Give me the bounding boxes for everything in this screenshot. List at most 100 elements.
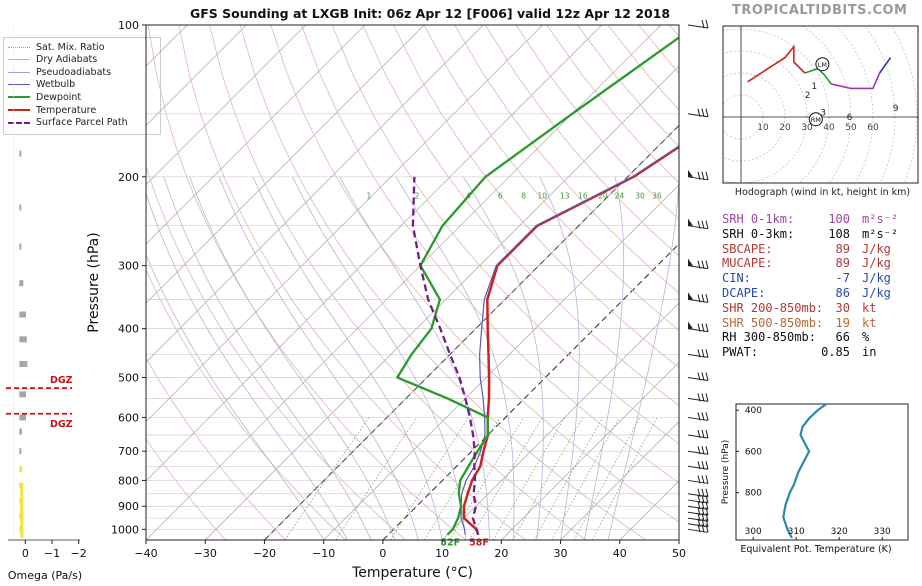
wind-barb (687, 524, 709, 533)
omega-bar (19, 280, 24, 287)
legend-label: Sat. Mix. Ratio (36, 41, 105, 53)
omega-bar (19, 391, 26, 398)
mixing-ratio-line (424, 417, 501, 540)
x-tick-label: 30 (554, 547, 568, 560)
param-unit: m²s⁻² (862, 212, 899, 226)
isotherm (0, 25, 69, 540)
hodo-ring-label: 30 (801, 123, 813, 133)
omega-bar-surface (20, 493, 24, 499)
pseudoadiabat (252, 176, 443, 540)
theta-e-x-tick-label: 320 (831, 527, 848, 537)
isotherm (146, 25, 543, 422)
param-value: -7 (835, 271, 850, 286)
surface-dewpoint-label: 52F (440, 538, 460, 549)
omega-bar-surface (20, 523, 24, 529)
pseudoadiabat (539, 176, 580, 540)
omega-bar (19, 204, 22, 211)
wind-barb (687, 321, 709, 333)
omega-bar (19, 243, 22, 250)
omega-bar-surface (20, 529, 24, 535)
mixing-ratio-line (493, 417, 566, 540)
mixing-ratio-label: 30 (635, 191, 645, 200)
dgz-label: DGZ (50, 375, 73, 386)
wind-barb (687, 349, 709, 358)
wind-barb (687, 461, 709, 470)
legend-item: Wetbulb (8, 79, 75, 91)
mixing-ratio-line (469, 417, 543, 540)
param-label: CIN: (722, 271, 751, 286)
y-tick-label: 900 (118, 500, 139, 513)
mixing-ratio-label: 6 (498, 191, 503, 200)
legend-swatch (8, 121, 30, 124)
x-tick-label: 0 (379, 547, 386, 560)
legend-item: Surface Parcel Path (8, 117, 128, 129)
surface-temperature-label: 58F (469, 538, 489, 549)
isotherm (560, 421, 679, 540)
highlight-isotherm (264, 124, 679, 540)
omega-bar-surface (20, 526, 24, 532)
param-value: 100 (828, 212, 850, 226)
isotherm (146, 25, 662, 540)
isotherm (0, 25, 10, 540)
theta-e-x-label: Equivalent Pot. Temperature (K) (740, 544, 891, 555)
param-value: 86 (835, 286, 850, 300)
dry-adiabat (147, 25, 466, 540)
pseudoadiabat (189, 176, 396, 540)
omega-bar (19, 466, 22, 473)
pseudoadiabat (463, 176, 544, 540)
param-row: SHR 200-850mb: 30 kt (722, 301, 918, 315)
param-value: 19 (835, 315, 850, 330)
theta-e-y-tick-label: 400 (745, 406, 762, 416)
pseudoadiabat (218, 176, 419, 540)
series-surface-parcel-path (411, 176, 480, 536)
omega-bar-surface (20, 520, 24, 526)
legend-item: Dewpoint (8, 91, 81, 103)
dry-adiabat (362, 25, 679, 407)
legend-item: Temperature (8, 104, 96, 116)
omega-bar (19, 448, 22, 455)
omega-tick-label: 0 (22, 547, 29, 560)
isotherm (0, 25, 128, 540)
wind-barb (687, 218, 709, 230)
mixing-ratio-line (335, 417, 418, 540)
series-dewpoint (396, 36, 679, 536)
isotherm (205, 65, 679, 540)
param-label: SRH 0-1km: (722, 212, 795, 226)
mixing-ratio-label: 8 (521, 191, 526, 200)
param-label: PWAT: (722, 345, 759, 360)
param-row: PWAT: 0.85 in (722, 345, 918, 359)
y-tick-label: 1000 (111, 523, 139, 536)
param-unit: J/kg (862, 286, 891, 300)
pseudoadiabat (395, 176, 515, 540)
hodo-height-label: 2 (805, 91, 811, 101)
mixing-ratio-line (591, 417, 658, 540)
y-tick-label: 400 (118, 323, 139, 336)
pseudoadiabat (163, 176, 372, 540)
isotherm (441, 302, 679, 540)
omega-bar (19, 360, 28, 367)
mixing-ratio-line (573, 417, 641, 540)
dry-adiabat (270, 25, 679, 523)
wind-barb (687, 292, 709, 303)
hodo-height-label: 9 (893, 104, 899, 114)
dry-adiabat (239, 25, 647, 540)
x-axis-label: Temperature (°C) (351, 565, 473, 581)
mixing-ratio-label: 20 (598, 191, 608, 200)
storm-motion-label: LM (818, 61, 827, 69)
hodo-ring-label: 60 (867, 123, 879, 133)
param-value: 89 (835, 241, 850, 256)
y-tick-label: 600 (118, 411, 139, 424)
param-label: SHR 200-850mb: (722, 300, 824, 315)
dry-adiabat (146, 164, 406, 540)
isotherm (146, 25, 247, 126)
dry-adiabat (454, 25, 679, 294)
wind-barb (687, 446, 709, 455)
legend-item: Dry Adiabats (8, 54, 97, 66)
theta-e-y-tick-label: 600 (745, 447, 762, 457)
skewt-plot-area: 1 2 4 6 8 10 13 16 20 24 30 36 (0, 25, 679, 540)
x-tick-label: 50 (672, 547, 686, 560)
dry-adiabat (146, 357, 286, 540)
param-row: DCAPE: 86 J/kg (722, 286, 918, 300)
storm-motion-marker (808, 112, 823, 127)
